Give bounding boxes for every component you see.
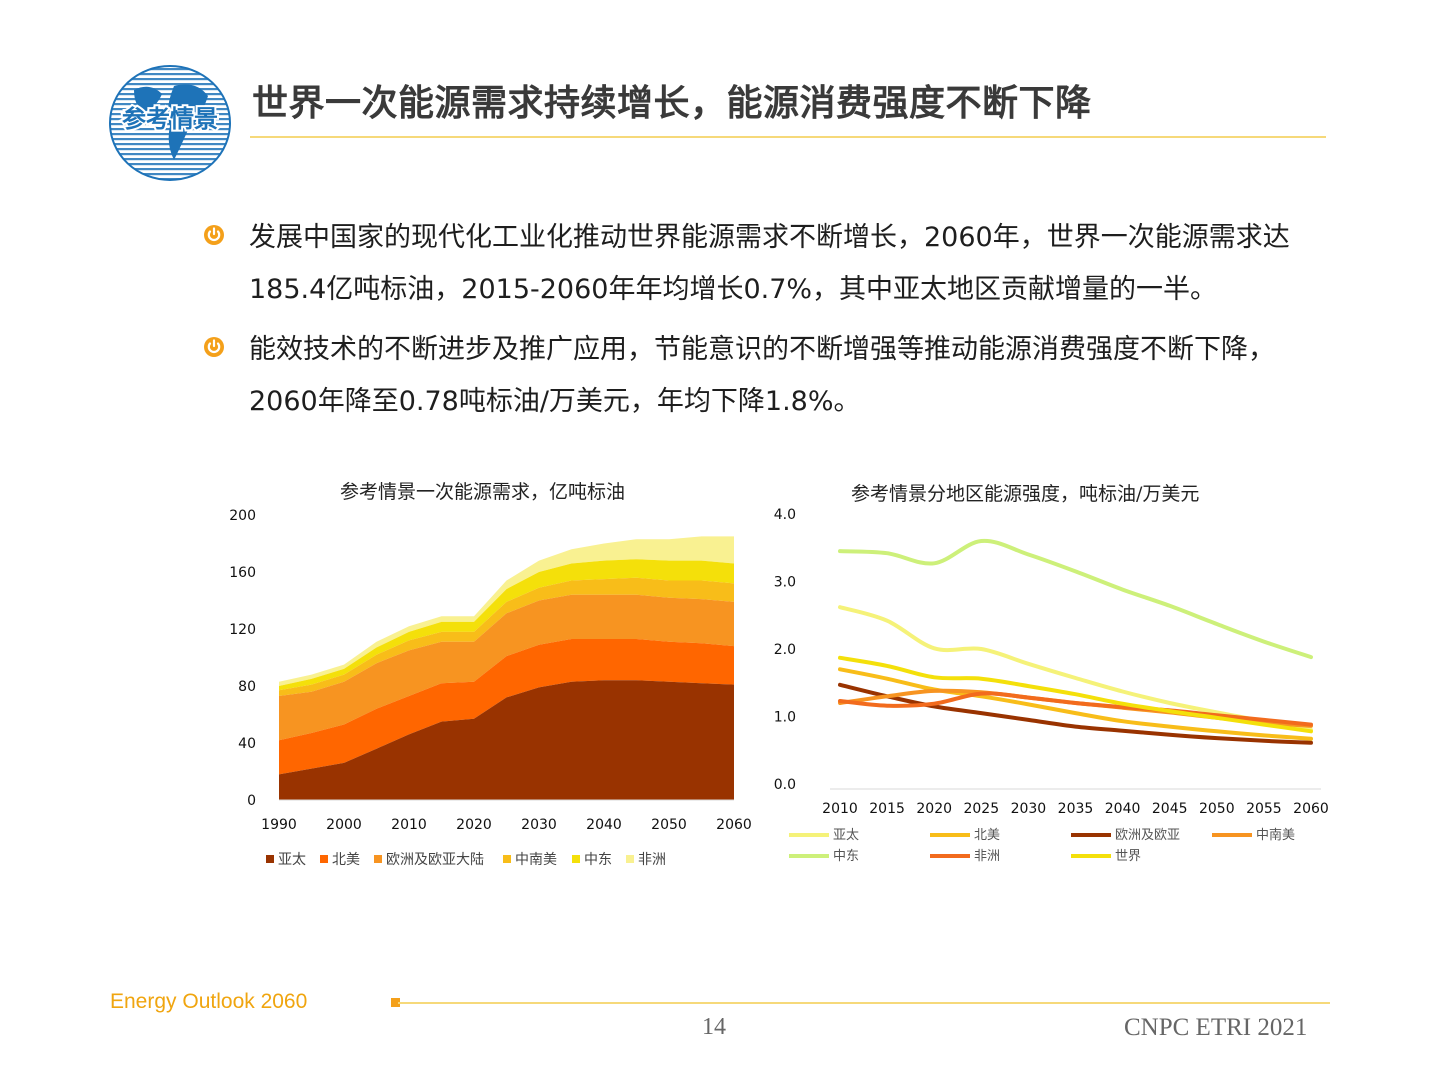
area-series-中东 xyxy=(279,559,734,691)
x-tick-label: 2050 xyxy=(1199,801,1235,817)
legend-swatch xyxy=(320,855,328,863)
logo-stripe xyxy=(110,178,230,180)
page-number: 14 xyxy=(702,1014,726,1040)
x-tick-label: 2040 xyxy=(586,817,622,833)
x-tick-label: 2010 xyxy=(822,801,858,817)
logo-stripe xyxy=(110,68,230,71)
y-tick-label: 1.0 xyxy=(774,710,796,726)
bullet-text-2: 能效技术的不断进步及推广应用，节能意识的不断增强等推动能源消费强度不断下降，20… xyxy=(249,334,1275,417)
line-series-北美 xyxy=(838,667,1313,741)
logo-stripe xyxy=(110,78,230,81)
x-tick-label: 2015 xyxy=(869,801,905,817)
line-series-中东 xyxy=(838,538,1313,660)
area-series-中南美 xyxy=(279,577,734,696)
legend-label: 中南美 xyxy=(1256,827,1295,843)
logo-stripe xyxy=(110,73,230,76)
y-tick-label: 200 xyxy=(229,508,256,524)
title-divider xyxy=(250,136,1326,138)
logo-stripe xyxy=(110,93,230,96)
y-tick-label: 0.0 xyxy=(774,777,796,793)
legend-label: 世界 xyxy=(1115,849,1141,864)
legend-label: 北美 xyxy=(974,828,1000,843)
legend-swatch xyxy=(626,855,634,863)
y-tick-label: 160 xyxy=(229,565,256,581)
footer-brand: Energy Outlook 2060 xyxy=(110,990,308,1013)
area-series-北美 xyxy=(279,639,734,775)
organization-name: CNPC ETRI 2021 xyxy=(1124,1014,1308,1041)
logo-stripe xyxy=(110,163,230,166)
y-tick-label: 4.0 xyxy=(774,507,796,523)
x-tick-label: 2020 xyxy=(916,801,952,817)
page-title: 世界一次能源需求持续增长，能源消费强度不断下降 xyxy=(252,83,1092,124)
line-series-世界 xyxy=(838,655,1313,734)
y-tick-label: 0 xyxy=(247,793,256,809)
chart-title-demand: 参考情景一次能源需求，亿吨标油 xyxy=(340,481,626,503)
y-tick-label: 2.0 xyxy=(774,642,796,658)
x-tick-label: 2040 xyxy=(1105,801,1141,817)
bullet-text-1: 发展中国家的现代化工业化推动世界能源需求不断增长，2060年，世界一次能源需求达… xyxy=(249,222,1290,305)
logo-stripe xyxy=(110,88,230,91)
x-tick-label: 2025 xyxy=(963,801,999,817)
x-tick-label: 2035 xyxy=(1058,801,1094,817)
y-tick-label: 3.0 xyxy=(774,575,796,591)
legend-swatch xyxy=(503,855,511,863)
logo-stripe xyxy=(110,158,230,161)
legend-label: 中南美 xyxy=(515,852,557,868)
x-tick-label: 2050 xyxy=(651,817,687,833)
footer-bullet-square xyxy=(391,998,400,1007)
x-tick-label: 2060 xyxy=(716,817,752,833)
legend-swatch xyxy=(266,855,274,863)
x-tick-label: 1990 xyxy=(261,817,297,833)
legend-label: 中东 xyxy=(584,852,612,868)
y-tick-label: 80 xyxy=(238,679,256,695)
legend-label: 非洲 xyxy=(638,852,666,868)
chart-title-intensity: 参考情景分地区能源强度，吨标油/万美元 xyxy=(851,483,1200,505)
legend-label: 欧洲及欧亚 xyxy=(1115,828,1180,843)
power-icon xyxy=(204,337,224,357)
logo-continents xyxy=(134,84,208,160)
logo-stripe xyxy=(110,168,230,171)
legend-swatch xyxy=(572,855,580,863)
area-series-欧洲及欧亚大陆 xyxy=(279,594,734,741)
primary-energy-demand-chart: 0 40 80 120 160 200 1990 2000 2010 2020 2030 2040 20… xyxy=(229,508,752,868)
legend-label: 北美 xyxy=(332,852,360,868)
x-tick-label: 2000 xyxy=(326,817,362,833)
logo-stripe xyxy=(110,153,230,156)
power-icon xyxy=(204,225,224,245)
x-tick-label: 2020 xyxy=(456,817,492,833)
legend-label: 欧洲及欧亚大陆 xyxy=(386,852,484,868)
x-tick-label: 2045 xyxy=(1152,801,1188,817)
logo-globe: 参考情景 xyxy=(109,65,231,181)
line-series-非洲 xyxy=(838,691,1313,727)
x-tick-label: 2060 xyxy=(1293,801,1329,817)
logo-stripe xyxy=(110,173,230,176)
y-tick-label: 40 xyxy=(238,736,256,752)
x-tick-label: 2030 xyxy=(1011,801,1047,817)
legend-swatch xyxy=(374,855,382,863)
y-tick-label: 120 xyxy=(229,622,256,638)
logo-stripe xyxy=(110,83,230,86)
footer-divider xyxy=(398,1002,1330,1004)
x-tick-label: 2055 xyxy=(1246,801,1282,817)
x-tick-label: 2010 xyxy=(391,817,427,833)
energy-intensity-chart: 0.0 1.0 2.0 3.0 4.0 2010 2015 2020 2025 2030 2035 2… xyxy=(774,507,1329,864)
area-series-非洲 xyxy=(279,536,734,686)
legend-label: 亚太 xyxy=(833,828,859,843)
area-series-亚太 xyxy=(279,680,734,800)
legend-label: 亚太 xyxy=(278,852,306,868)
legend-label: 中东 xyxy=(833,849,859,864)
legend-label: 非洲 xyxy=(974,849,1000,864)
logo-text: 参考情景 xyxy=(122,105,218,133)
x-tick-label: 2030 xyxy=(521,817,557,833)
